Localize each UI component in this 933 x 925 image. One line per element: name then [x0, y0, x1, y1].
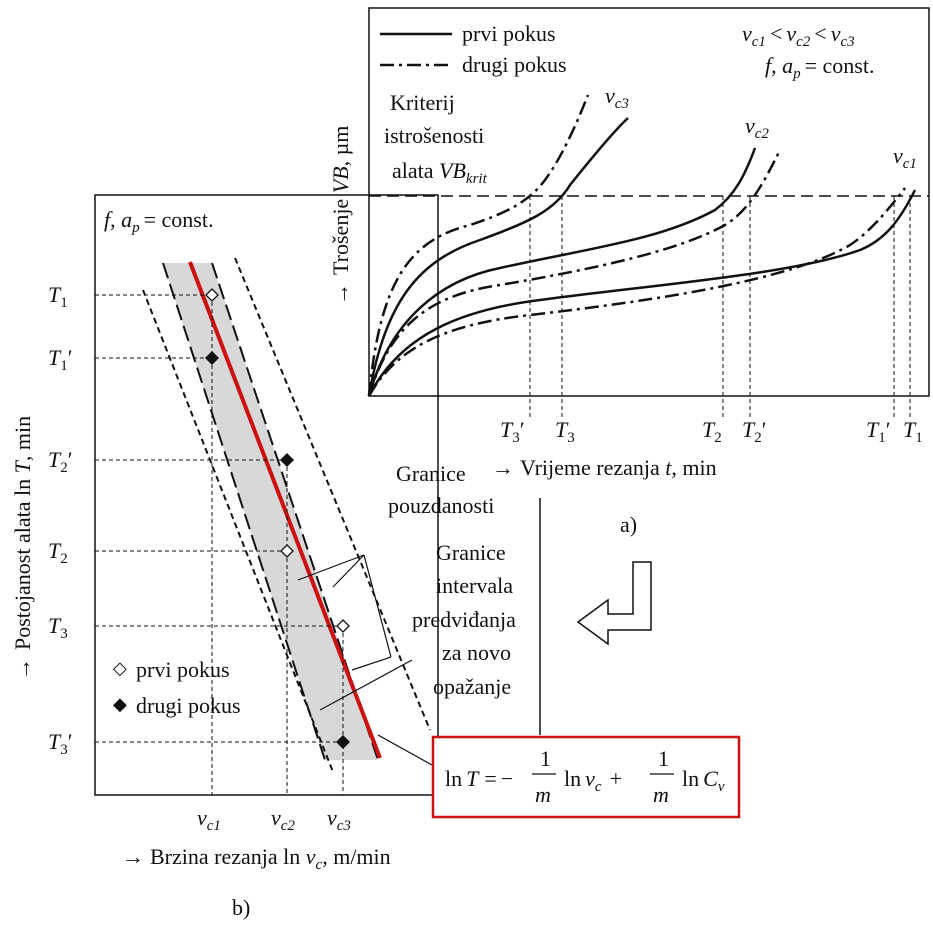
curve-vc1-second [367, 187, 906, 397]
confidence-band [163, 263, 378, 760]
svg-text:lnT=−: ln T = − [445, 766, 513, 791]
marker-second-vc2 [280, 453, 294, 467]
svg-text:za novo: za novo [442, 640, 511, 665]
data-markers [205, 288, 350, 749]
panel-a-y-axis-label: →Trošenje VB, µm [328, 126, 353, 305]
tool-life-tick-labels: T1 T1′ T2′ T2 T3 T3′ [48, 282, 73, 758]
formula-box: ln T = − 1 m ln vc + 1 m ln Cv [431, 735, 741, 819]
marker-first-vc3 [336, 619, 350, 633]
svg-text:1: 1 [658, 746, 669, 771]
svg-text:Granice: Granice [396, 461, 466, 486]
svg-text:vc3: vc3 [327, 805, 351, 834]
speed-tick-labels: vc1 vc2 vc3 [197, 805, 351, 834]
svg-text:m: m [535, 782, 551, 807]
svg-text:Granice: Granice [436, 540, 506, 565]
svg-text:vc2: vc2 [271, 805, 295, 834]
panel-b-const-label: f, ap = const. [104, 207, 213, 236]
svg-text:pouzdanosti: pouzdanosti [388, 493, 494, 518]
svg-text:1: 1 [540, 746, 551, 771]
prediction-annotation: Granice intervala predviđanja za novo op… [319, 540, 516, 711]
criterion-line3: alata VBkrit [392, 158, 488, 187]
prediction-bounds [142, 257, 431, 773]
svg-text:T1′: T1′ [48, 345, 73, 374]
svg-text:opažanje: opažanje [433, 674, 511, 699]
svg-text:T2′: T2′ [742, 417, 767, 446]
horizontal-guides [95, 294, 343, 743]
legend-second-test: drugi pokus [462, 52, 567, 77]
marker-second-vc3 [336, 735, 350, 749]
criterion-line2: istrošenosti [384, 123, 484, 148]
svg-text:vc1: vc1 [197, 805, 221, 834]
panel-a-frame [368, 7, 930, 397]
svg-text:T2′: T2′ [48, 447, 73, 476]
regression-line [188, 261, 382, 759]
wear-curves-first-test [367, 117, 917, 397]
panel-b-y-axis-label: →Postojanost alata ln T, min [10, 416, 35, 680]
curve-vc2-first [367, 147, 757, 397]
svg-text:T1: T1 [48, 282, 68, 311]
svg-text:T1′: T1′ [866, 417, 891, 446]
curve-vc3-first [367, 117, 629, 397]
caption-b: b) [232, 895, 250, 920]
time-drop-lines [529, 196, 911, 418]
svg-text:T1: T1 [903, 417, 923, 446]
panel-a: prvi pokus drugi pokus vc1 < vc2 < vc3 f, ap… [328, 7, 930, 537]
curve-vc3-second [367, 94, 590, 397]
svg-text:m: m [653, 782, 669, 807]
panel-a-const-label: f, ap = const. [765, 53, 874, 82]
confidence-annotation: Granice pouzdanosti [297, 461, 494, 671]
marker-first-vc2 [280, 544, 294, 558]
panel-b-legend: ◇ prvi pokus ◆ drugi pokus [113, 657, 241, 718]
curve-label-vc2: vc2 [745, 113, 769, 142]
formula-leader [377, 734, 433, 766]
criterion-line1: Kriterij [390, 90, 455, 115]
curve-label-vc3: vc3 [605, 83, 629, 112]
vertical-guides [211, 295, 344, 795]
wear-curves-second-test [367, 94, 906, 397]
svg-text:◇: ◇ [113, 658, 127, 678]
time-tick-labels: T3′ T3 T2 T2′ T1′ T1 [500, 417, 923, 446]
legend-b-first-test: prvi pokus [136, 657, 230, 682]
svg-text:◆: ◆ [113, 694, 127, 714]
svg-text:intervala: intervala [436, 573, 513, 598]
svg-text:T3′: T3′ [48, 729, 73, 758]
caption-a: a) [620, 512, 637, 537]
curve-vc1-first [367, 189, 917, 397]
panel-a-legend: prvi pokus drugi pokus [380, 21, 567, 77]
svg-text:T3: T3 [48, 613, 68, 642]
svg-text:T3: T3 [555, 417, 575, 446]
panel-a-x-axis-label: → Vrijeme rezanja t, min [492, 455, 717, 480]
svg-text:predviđanja: predviđanja [412, 607, 516, 632]
marker-second-vc1 [205, 351, 219, 365]
svg-text:T2: T2 [702, 417, 722, 446]
legend-b-second-test: drugi pokus [136, 693, 241, 718]
curve-label-vc1: vc1 [893, 143, 917, 172]
panel-b-frame [94, 194, 439, 796]
speed-relation: vc1 < vc2 < vc3 [742, 21, 855, 50]
curve-vc2-second [367, 149, 782, 397]
panel-b-x-axis-label: → Brzina rezanja ln vc, m/min [122, 844, 391, 873]
svg-text:T2: T2 [48, 538, 68, 567]
hollow-arrow-icon [576, 561, 652, 646]
svg-text:T3′: T3′ [500, 417, 525, 446]
panel-b: f, ap = const. [10, 194, 439, 920]
legend-first-test: prvi pokus [462, 21, 556, 46]
marker-first-vc1 [205, 288, 219, 302]
